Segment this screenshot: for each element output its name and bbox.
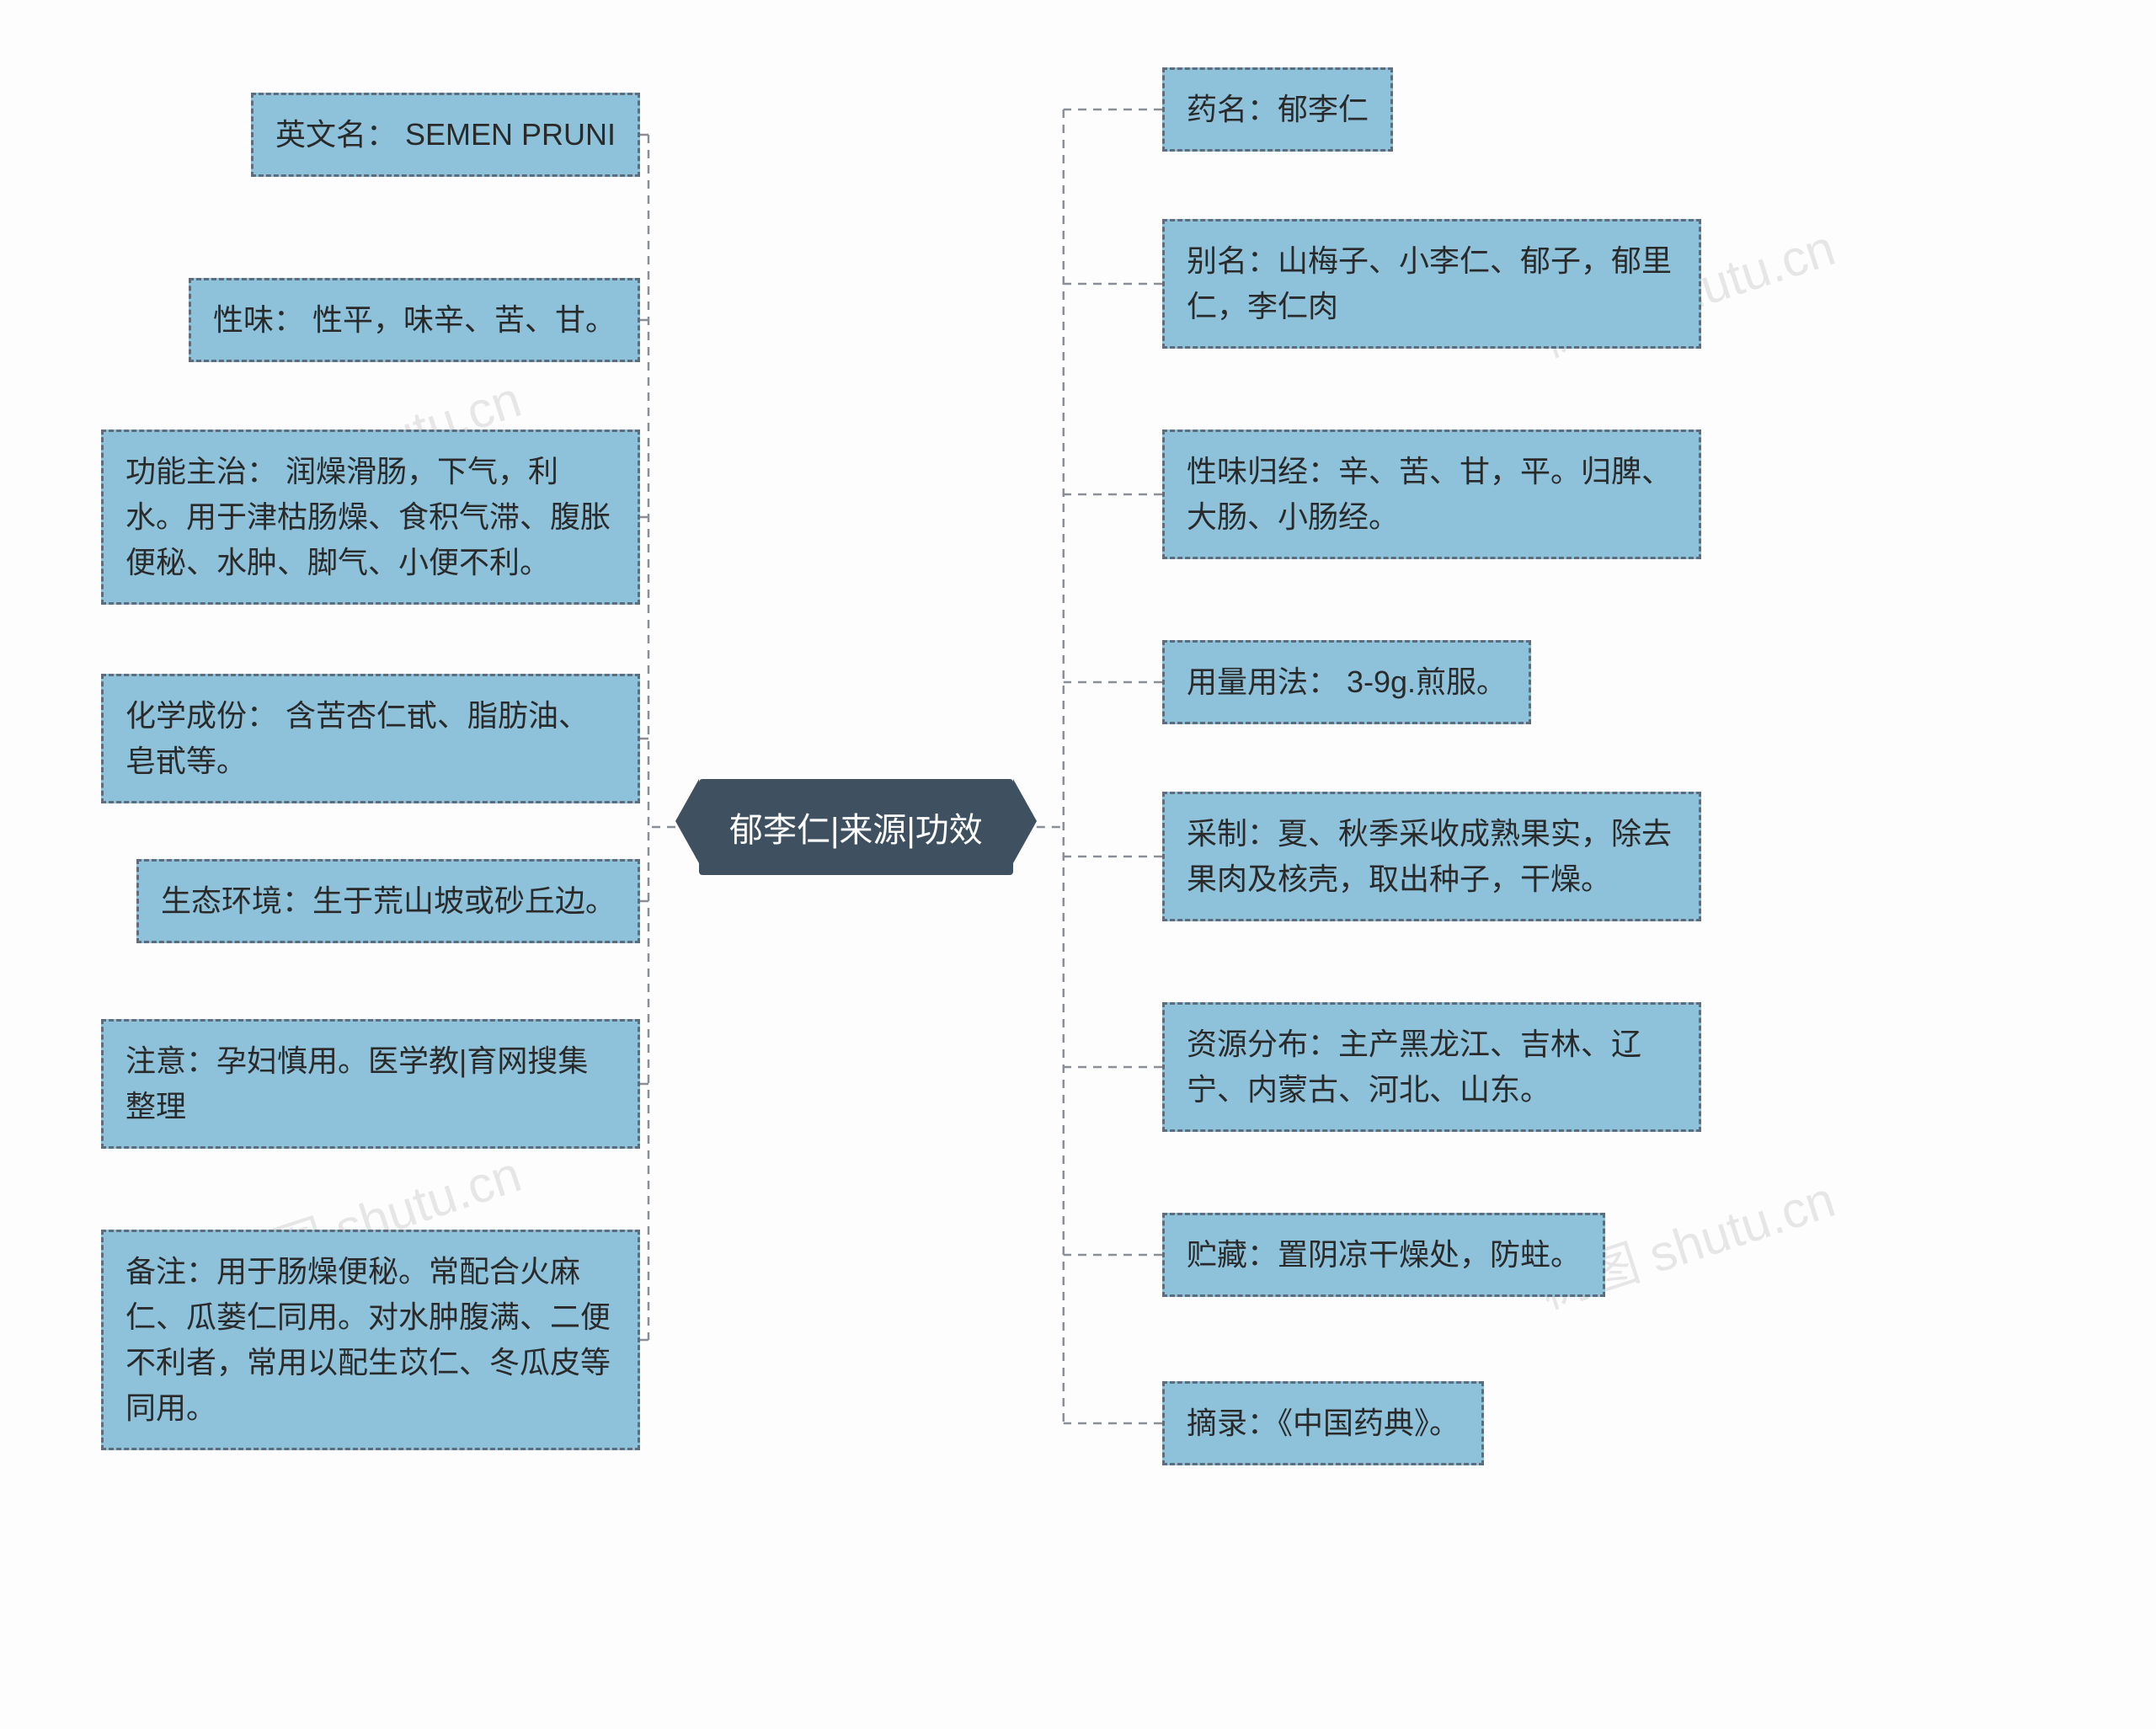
right-branch-node: 资源分布：主产黑龙江、吉林、辽宁、内蒙古、河北、山东。	[1162, 1002, 1701, 1132]
branch-label: 性味归经：辛、苦、甘，平。归脾、大肠、小肠经。	[1187, 454, 1672, 534]
left-branch-node: 英文名： SEMEN PRUNI	[251, 93, 640, 177]
branch-label: 摘录：《中国药典》。	[1187, 1406, 1460, 1440]
branch-label: 采制：夏、秋季采收成熟果实，除去果肉及核壳，取出种子，干燥。	[1187, 816, 1672, 896]
left-branch-node: 备注：用于肠燥便秘。常配合火麻仁、瓜蒌仁同用。对水肿腹满、二便不利者，常用以配生…	[101, 1230, 640, 1450]
branch-label: 性味： 性平，味辛、苦、甘。	[213, 302, 616, 337]
branch-label: 贮藏：置阴凉干燥处，防蛀。	[1187, 1237, 1581, 1272]
mindmap-root: 郁李仁|来源|功效 树图 shutu.cn树图 shutu.cn树图 shutu…	[0, 0, 2156, 1729]
right-branch-node: 别名：山梅子、小李仁、郁子，郁里仁，李仁肉	[1162, 219, 1701, 349]
branch-label: 药名：郁李仁	[1187, 92, 1369, 126]
branch-label: 资源分布：主产黑龙江、吉林、辽宁、内蒙古、河北、山东。	[1187, 1027, 1641, 1107]
right-branch-node: 用量用法： 3-9g.煎服。	[1162, 640, 1531, 724]
branch-label: 生态环境：生于荒山坡或砂丘边。	[161, 883, 616, 918]
right-branch-node: 药名：郁李仁	[1162, 67, 1393, 152]
center-label: 郁李仁|来源|功效	[729, 812, 983, 849]
branch-label: 备注：用于肠燥便秘。常配合火麻仁、瓜蒌仁同用。对水肿腹满、二便不利者，常用以配生…	[125, 1254, 611, 1425]
left-branch-node: 性味： 性平，味辛、苦、甘。	[189, 278, 640, 362]
left-branch-node: 功能主治： 润燥滑肠，下气，利水。用于津枯肠燥、食积气滞、腹胀便秘、水肿、脚气、…	[101, 430, 640, 605]
branch-label: 英文名： SEMEN PRUNI	[275, 117, 616, 152]
right-branch-node: 摘录：《中国药典》。	[1162, 1381, 1484, 1465]
left-branch-node: 生态环境：生于荒山坡或砂丘边。	[136, 859, 640, 943]
branch-label: 注意：孕妇慎用。医学教|育网搜集整理	[125, 1043, 588, 1123]
left-branch-node: 化学成份： 含苦杏仁甙、脂肪油、皂甙等。	[101, 674, 640, 803]
right-branch-node: 采制：夏、秋季采收成熟果实，除去果肉及核壳，取出种子，干燥。	[1162, 792, 1701, 921]
center-node: 郁李仁|来源|功效	[699, 779, 1013, 875]
left-branch-node: 注意：孕妇慎用。医学教|育网搜集整理	[101, 1019, 640, 1149]
branch-label: 别名：山梅子、小李仁、郁子，郁里仁，李仁肉	[1187, 243, 1672, 323]
branch-label: 化学成份： 含苦杏仁甙、脂肪油、皂甙等。	[125, 698, 589, 778]
branch-label: 功能主治： 润燥滑肠，下气，利水。用于津枯肠燥、食积气滞、腹胀便秘、水肿、脚气、…	[125, 454, 611, 579]
right-branch-node: 贮藏：置阴凉干燥处，防蛀。	[1162, 1213, 1605, 1297]
right-branch-node: 性味归经：辛、苦、甘，平。归脾、大肠、小肠经。	[1162, 430, 1701, 559]
branch-label: 用量用法： 3-9g.煎服。	[1187, 664, 1507, 699]
